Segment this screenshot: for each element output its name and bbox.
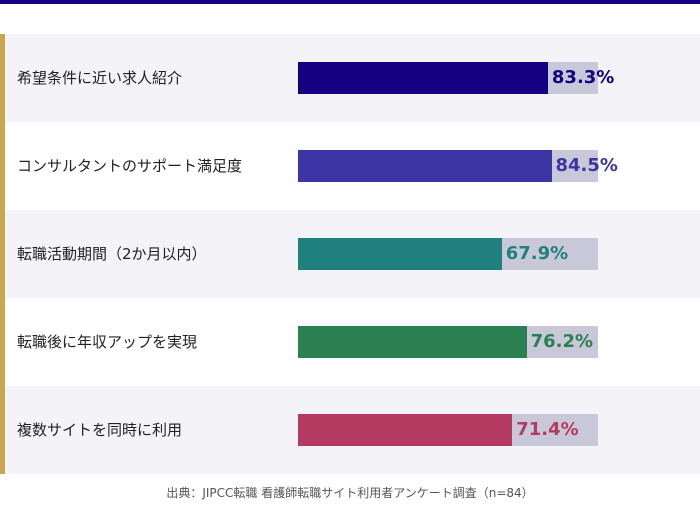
bar-track: 76.2% <box>298 326 598 358</box>
chart-row: コンサルタントのサポート満足度 84.5% <box>0 122 700 210</box>
chart-row: 転職活動期間（2か月以内） 67.9% <box>0 210 700 298</box>
chart-row: 複数サイトを同時に利用 71.4% <box>0 386 700 474</box>
bar <box>298 150 552 182</box>
bar <box>298 414 513 446</box>
value-label: 83.3% <box>551 67 615 88</box>
value-label: 76.2% <box>530 331 594 352</box>
bar <box>298 238 502 270</box>
source-note: 出典：JIPCC転職 看護師転職サイト利用者アンケート調査（n=84） <box>166 486 534 500</box>
bar-track: 67.9% <box>298 238 598 270</box>
top-accent-bar <box>0 0 700 4</box>
category-label: コンサルタントのサポート満足度 <box>17 157 243 175</box>
left-accent-bar <box>0 34 5 474</box>
value-label: 84.5% <box>555 155 618 176</box>
value-label: 71.4% <box>516 419 579 440</box>
bar <box>298 62 548 94</box>
category-label: 転職活動期間（2か月以内） <box>17 245 207 263</box>
chart-row: 転職後に年収アップを実現 76.2% <box>0 298 700 386</box>
bar-chart: 希望条件に近い求人紹介 83.3% コンサルタントのサポート満足度 84.5% … <box>0 34 700 474</box>
value-label: 67.9% <box>505 243 569 264</box>
bar-track: 83.3% <box>298 62 614 94</box>
bar-track: 71.4% <box>298 414 598 446</box>
category-label: 希望条件に近い求人紹介 <box>17 69 183 87</box>
category-label: 転職後に年収アップを実現 <box>17 333 198 351</box>
bar <box>298 326 527 358</box>
chart-row: 希望条件に近い求人紹介 83.3% <box>0 34 700 122</box>
bar-track: 84.5% <box>298 150 618 182</box>
category-label: 複数サイトを同時に利用 <box>17 421 183 439</box>
